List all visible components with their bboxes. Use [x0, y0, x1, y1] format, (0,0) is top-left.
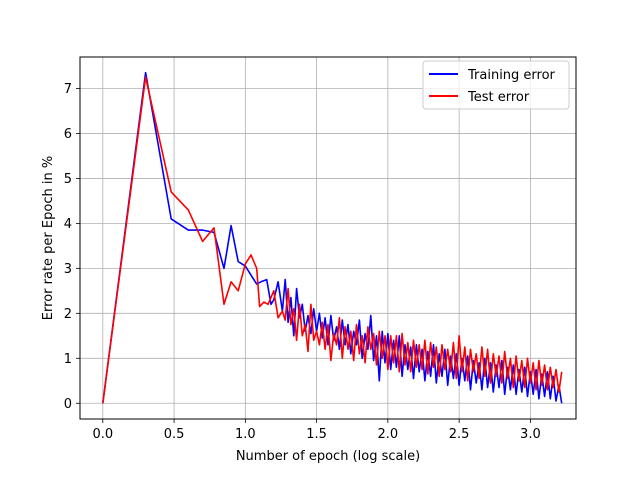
y-tick-label: 1	[64, 352, 72, 367]
legend-label-test-error: Test error	[467, 90, 530, 105]
x-axis-label: Number of epoch (log scale)	[236, 449, 420, 464]
series-line-test-error	[102, 76, 563, 404]
x-tick-label: 0.0	[92, 427, 113, 442]
y-tick-label: 4	[64, 217, 72, 232]
y-tick-label: 2	[64, 307, 72, 322]
x-tick-label: 1.5	[306, 427, 327, 442]
legend-label-training-error: Training error	[467, 68, 556, 83]
grid	[80, 57, 576, 419]
tick-marks	[76, 88, 531, 423]
plot-frame	[79, 56, 577, 420]
y-tick-label: 6	[64, 127, 72, 142]
x-tick-labels: 0.0 0.5 1.0 1.5 2.0 2.5 3.0	[92, 427, 540, 442]
x-tick-label: 2.5	[449, 427, 470, 442]
x-tick-label: 3.0	[520, 427, 541, 442]
y-tick-label: 0	[64, 397, 72, 412]
x-tick-label: 2.0	[378, 427, 399, 442]
legend-frame	[422, 60, 570, 110]
x-tick-label: 0.5	[164, 427, 185, 442]
y-tick-label: 5	[64, 172, 72, 187]
y-tick-label: 7	[64, 82, 72, 97]
series-layer	[102, 71, 563, 404]
x-tick-label: 1.0	[235, 427, 256, 442]
y-axis-label: Error rate per Epoch in %	[41, 156, 56, 320]
y-tick-labels: 0 1 2 3 4 5 6 7	[64, 82, 72, 412]
y-tick-label: 3	[64, 262, 72, 277]
legend: Training error Test error	[422, 60, 570, 110]
